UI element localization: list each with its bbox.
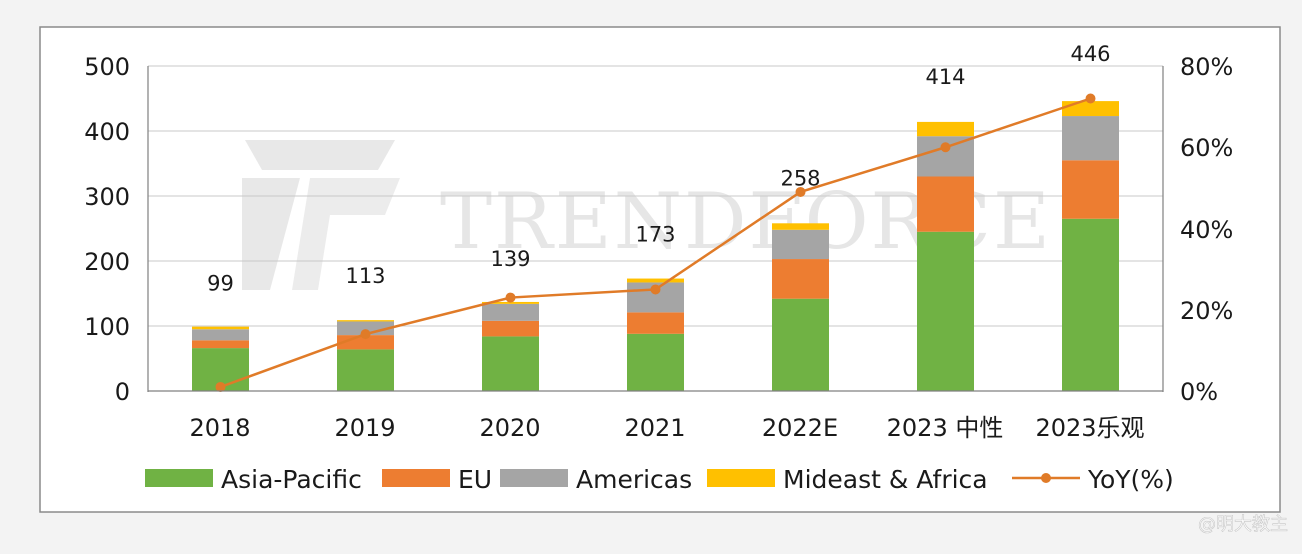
watermark-logo-right	[292, 178, 400, 290]
bar-americas	[917, 136, 974, 177]
right-tick-label: 40%	[1180, 216, 1233, 244]
yoy-point	[215, 381, 226, 392]
total-data-label: 113	[345, 264, 385, 288]
legend-label-eu: EU	[458, 465, 492, 494]
bar-mideast-africa	[772, 223, 829, 230]
legend-swatch-americas	[500, 469, 568, 487]
bar-eu	[627, 312, 684, 334]
x-tick-label: 2023乐观	[1035, 414, 1144, 442]
left-tick-label: 500	[84, 53, 130, 81]
bar-eu	[192, 340, 249, 349]
bar-mideast-africa	[917, 121, 974, 137]
legend-label-americas: Americas	[576, 465, 692, 494]
bar-mideast-africa	[627, 278, 684, 283]
yoy-point	[1085, 93, 1096, 104]
yoy-line	[215, 93, 1096, 392]
total-data-label: 173	[635, 223, 675, 247]
legend-label-mideast-africa: Mideast & Africa	[783, 465, 988, 494]
total-data-label: 139	[490, 247, 530, 271]
total-data-label: 99	[207, 272, 234, 296]
bar-asia-pacific	[627, 333, 684, 391]
x-tick-label: 2023 中性	[887, 414, 1004, 442]
bar-eu	[772, 259, 829, 299]
right-tick-label: 20%	[1180, 297, 1233, 325]
bar-americas	[1062, 116, 1119, 161]
bar-asia-pacific	[772, 298, 829, 391]
yoy-point	[795, 186, 806, 197]
x-tick-label: 2019	[334, 414, 395, 442]
left-tick-label: 0	[115, 378, 130, 406]
watermark-credit: @明大教主	[1198, 514, 1288, 535]
bar-asia-pacific	[337, 349, 394, 391]
right-tick-label: 80%	[1180, 53, 1233, 81]
yoy-point	[505, 292, 516, 303]
left-tick-label: 200	[84, 248, 130, 276]
total-data-label: 414	[925, 65, 965, 89]
legend-marker-yoy	[1041, 473, 1051, 483]
left-tick-label: 400	[84, 118, 130, 146]
yoy-point	[360, 329, 371, 340]
x-axis-labels: 2018 2019 2020 2021 2022E 2023 中性 2023乐观	[189, 414, 1144, 442]
watermark-logo-top	[245, 140, 395, 170]
watermark-logo-left	[242, 178, 300, 290]
bar-asia-pacific	[917, 231, 974, 391]
bar-mideast-africa	[192, 326, 249, 330]
right-tick-label: 60%	[1180, 134, 1233, 162]
x-tick-label: 2022E	[762, 414, 838, 442]
bar-mideast-africa	[482, 301, 539, 304]
legend-swatch-asia-pacific	[145, 469, 213, 487]
bar-eu	[917, 176, 974, 232]
right-axis-ticks: 0% 20% 40% 60% 80%	[1180, 53, 1233, 406]
legend-swatch-mideast-africa	[707, 469, 775, 487]
legend-swatch-eu	[382, 469, 450, 487]
left-axis-ticks: 0 100 200 300 400 500	[84, 53, 130, 406]
total-labels: 99 113 139 173 258 414 446	[207, 42, 1110, 296]
yoy-point	[650, 284, 661, 295]
legend-label-asia-pacific: Asia-Pacific	[221, 465, 362, 494]
legend: Asia-Pacific EU Americas Mideast & Afric…	[145, 465, 1174, 494]
left-tick-label: 100	[84, 313, 130, 341]
right-tick-label: 0%	[1180, 378, 1218, 406]
bar-americas	[192, 329, 249, 341]
total-data-label: 258	[780, 166, 820, 190]
bar-mideast-africa	[337, 320, 394, 322]
yoy-point	[940, 142, 951, 153]
bar-asia-pacific	[482, 336, 539, 391]
x-tick-label: 2020	[479, 414, 540, 442]
x-tick-label: 2021	[624, 414, 685, 442]
bar-eu	[482, 320, 539, 337]
bar-mideast-africa	[1062, 101, 1119, 117]
total-data-label: 446	[1070, 42, 1110, 66]
bar-americas	[482, 303, 539, 321]
x-tick-label: 2018	[189, 414, 250, 442]
bar-asia-pacific	[1062, 218, 1119, 391]
left-tick-label: 300	[84, 183, 130, 211]
bar-eu	[1062, 160, 1119, 219]
legend-label-yoy: YoY(%)	[1087, 465, 1174, 494]
bar-americas	[772, 229, 829, 260]
